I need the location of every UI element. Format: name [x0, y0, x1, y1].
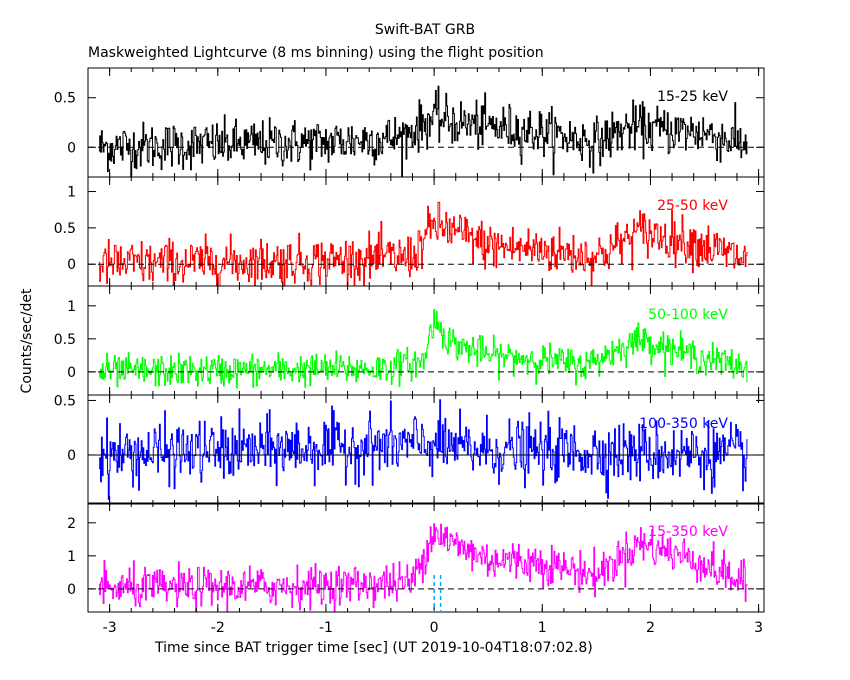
x-tick-label-3: 0: [430, 620, 439, 636]
band-label-0: 15-25 keV: [657, 89, 728, 105]
y-tick-label-4-2: 2: [67, 516, 76, 532]
y-tick-label-3-1: 0.5: [54, 393, 76, 409]
y-tick-label-2-1: 0.5: [54, 332, 76, 348]
y-tick-label-3-0: 0: [67, 448, 76, 464]
y-tick-label-1-0: 0: [67, 257, 76, 273]
series-line-0: [98, 85, 748, 177]
x-tick-label-5: 2: [646, 620, 655, 636]
band-label-3: 100-350 keV: [639, 416, 728, 432]
panel-frame-4: [87, 502, 765, 613]
y-axis-label: Counts/sec/det: [19, 288, 35, 394]
y-tick-label-4-0: 0: [67, 582, 76, 598]
y-tick-label-1-1: 0.5: [54, 221, 76, 237]
x-tick-label-1: -2: [211, 620, 225, 636]
series-line-2: [98, 308, 748, 389]
panel-frame-3: [87, 394, 765, 505]
y-tick-label-1-2: 1: [67, 185, 76, 201]
series-line-1: [98, 201, 748, 286]
chart-title: Swift-BAT GRB: [374, 22, 476, 38]
band-label-2: 50-100 keV: [648, 307, 728, 323]
y-tick-label-2-2: 1: [67, 299, 76, 315]
x-tick-label-6: 3: [754, 620, 763, 636]
x-axis-label: Time since BAT trigger time [sec] (UT 20…: [155, 640, 593, 656]
band-label-4: 15-350 keV: [648, 524, 728, 540]
y-tick-label-4-1: 1: [67, 549, 76, 565]
y-tick-label-0-0: 0: [67, 140, 76, 156]
x-tick-label-4: 1: [538, 620, 547, 636]
x-tick-label-0: -3: [103, 620, 117, 636]
band-label-1: 25-50 keV: [657, 198, 728, 214]
x-tick-label-2: -1: [319, 620, 333, 636]
series-line-4: [98, 523, 748, 612]
y-tick-label-0-1: 0.5: [54, 91, 76, 107]
series-line-3: [98, 399, 748, 500]
chart-subtitle: Maskweighted Lightcurve (8 ms binning) u…: [88, 45, 544, 61]
y-tick-label-2-0: 0: [67, 365, 76, 381]
